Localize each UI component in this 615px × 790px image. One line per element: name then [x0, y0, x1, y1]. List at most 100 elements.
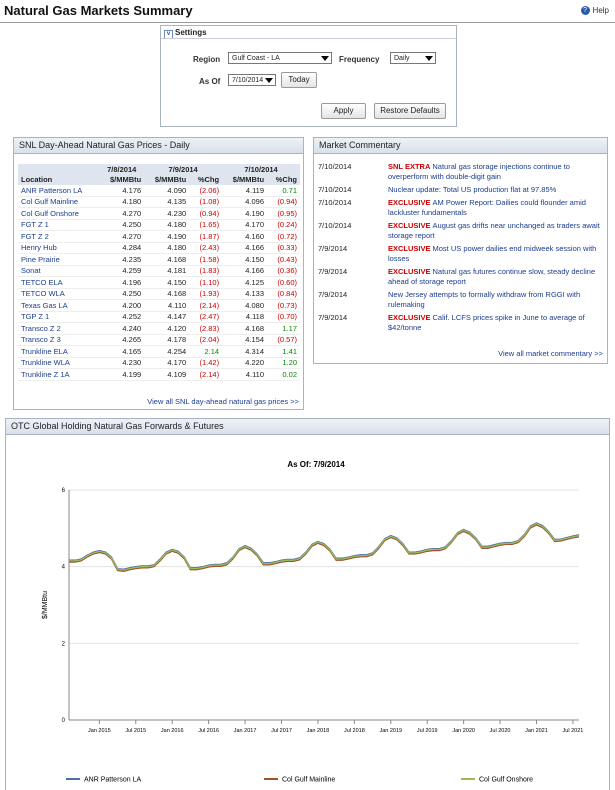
price-cell: (2.06)	[199, 185, 220, 195]
column-header: %Chg	[197, 175, 220, 185]
location[interactable]: Transco Z 3	[21, 335, 61, 345]
location[interactable]: FGT Z 2	[21, 231, 49, 241]
location[interactable]: Col Gulf Mainline	[21, 197, 79, 207]
price-cell: 4.170	[245, 220, 265, 230]
price-row: Trunkline WLA 4.230 4.170 (1.42) 4.220 1.20	[18, 357, 300, 369]
forwards-panel: OTC Global Holding Natural Gas Forwards …	[5, 418, 610, 790]
column-header-row: Location $/MMBtu $/MMBtu %Chg $/MMBtu %Chg	[18, 174, 300, 185]
location[interactable]: TGP Z 1	[21, 312, 50, 322]
commentary-headline[interactable]: EXCLUSIVE Calif. LCFS prices spike in Jun…	[388, 313, 603, 333]
commentary-text: New Jersey attempts to formally withdraw…	[388, 290, 581, 309]
price-cell: 4.199	[122, 369, 142, 379]
commentary-panel: Market Commentary 7/10/2014 SNL EXTRA Natu…	[313, 137, 608, 364]
price-cell: 4.166	[245, 266, 265, 276]
price-cell: 4.147	[167, 312, 187, 322]
x-tick-label: Jul 2019	[417, 728, 438, 734]
x-tick-label: Jan 2018	[307, 728, 330, 734]
commentary-headline[interactable]: EXCLUSIVE Most US power dailies end midwe…	[388, 244, 603, 264]
location[interactable]: Col Gulf Onshore	[21, 208, 79, 218]
price-cell: 4.109	[167, 369, 187, 379]
price-cell: 4.166	[245, 243, 265, 253]
commentary-date: 7/10/2014	[318, 221, 352, 230]
commentary-text: Most US power dailies end midweek sessio…	[388, 244, 597, 263]
commentary-list: 7/10/2014 SNL EXTRA Natural gas storage in…	[318, 162, 603, 336]
location[interactable]: Texas Gas LA	[21, 300, 68, 310]
commentary-item: 7/10/2014 EXCLUSIVE AM Power Report: Daili…	[318, 198, 603, 218]
x-tick-label: Jul 2016	[198, 728, 219, 734]
commentary-date: 7/9/2014	[318, 244, 348, 253]
location[interactable]: Trunkline WLA	[21, 358, 70, 368]
help-icon: ?	[580, 6, 590, 16]
location[interactable]: TETCO ELA	[21, 277, 63, 287]
price-cell: (2.47)	[199, 312, 220, 322]
as-of-input[interactable]: 7/10/2014	[228, 74, 276, 86]
y-tick-label: 2	[62, 641, 66, 647]
as-of-label: As Of	[199, 77, 221, 86]
location[interactable]: Pine Prairie	[21, 254, 60, 264]
location[interactable]: ANR Patterson LA	[21, 185, 83, 195]
location[interactable]: Henry Hub	[21, 243, 57, 253]
region-value: Gulf Coast - LA	[232, 55, 280, 62]
prices-link[interactable]: View all SNL day-ahead natural gas price…	[147, 397, 299, 406]
price-cell: 4.135	[167, 197, 187, 207]
location[interactable]: Trunkline Z 1A	[21, 369, 70, 379]
price-cell: 4.180	[167, 243, 187, 253]
date-header: 7/9/2014	[168, 164, 198, 174]
price-cell: 4.170	[167, 358, 187, 368]
commentary-headline[interactable]: New Jersey attempts to formally withdraw…	[388, 290, 603, 310]
commentary-headline[interactable]: Nuclear update: Total US production flat…	[388, 185, 603, 195]
price-cell: 4.165	[122, 346, 142, 356]
price-cell: 4.270	[122, 208, 142, 218]
price-cell: 4.168	[167, 289, 187, 299]
location[interactable]: TETCO WLA	[21, 289, 65, 299]
commentary-link[interactable]: View all market commentary >>	[498, 349, 603, 358]
commentary-headline[interactable]: SNL EXTRA Natural gas storage injections …	[388, 162, 603, 182]
date-header-row: 7/8/2014 7/9/2014 7/10/2014	[18, 164, 300, 175]
today-button[interactable]: Today	[281, 72, 317, 88]
date-header: 7/8/2014	[107, 164, 137, 174]
x-tick-label: Jan 2016	[161, 728, 184, 734]
commentary-headline[interactable]: EXCLUSIVE August gas drifts near unchange…	[388, 221, 603, 241]
y-tick-label: 4	[62, 565, 66, 571]
price-cell: 4.118	[245, 312, 265, 322]
frequency-select[interactable]: Daily	[390, 52, 436, 64]
location[interactable]: FGT Z 1	[21, 220, 49, 230]
y-tick-label: 6	[62, 488, 66, 494]
price-row: Col Gulf Mainline 4.180 4.135 (1.08) 4.096 (0…	[18, 196, 300, 208]
forwards-title: OTC Global Holding Natural Gas Forwards …	[6, 419, 609, 435]
price-cell: 4.190	[167, 231, 187, 241]
x-tick-label: Jul 2017	[271, 728, 292, 734]
price-row: Texas Gas LA 4.200 4.110 (2.14) 4.080 (0.73)	[18, 300, 300, 311]
commentary-headline[interactable]: EXCLUSIVE Natural gas futures continue sl…	[388, 267, 603, 287]
commentary-text: August gas drifts near unchanged as trad…	[388, 221, 600, 240]
column-header: Location	[21, 175, 53, 185]
x-tick-label: Jul 2018	[344, 728, 365, 734]
price-cell: 4.080	[245, 300, 265, 310]
location[interactable]: Trunkline ELA	[21, 346, 68, 356]
help-label[interactable]: Help	[592, 6, 609, 15]
price-cell: 0.71	[282, 185, 297, 195]
price-cell: 4.284	[122, 243, 142, 253]
price-cell: (1.58)	[199, 254, 220, 264]
location[interactable]: Sonat	[21, 266, 41, 276]
price-cell: (0.33)	[277, 243, 297, 253]
commentary-headline[interactable]: EXCLUSIVE AM Power Report: Dailies could …	[388, 198, 603, 218]
price-cell: 4.235	[122, 254, 142, 264]
frequency-value: Daily	[394, 55, 410, 62]
date-header: 7/10/2014	[244, 164, 278, 174]
price-row: FGT Z 2 4.270 4.190 (1.87) 4.160 (0.72)	[18, 231, 300, 242]
x-tick-label: Jul 2015	[125, 728, 146, 734]
location[interactable]: Transco Z 2	[21, 323, 61, 333]
commentary-date: 7/10/2014	[318, 198, 352, 207]
price-cell: (0.57)	[277, 335, 297, 345]
series-line	[69, 522, 580, 571]
apply-button[interactable]: Apply	[321, 103, 366, 119]
price-row: Sonat 4.259 4.181 (1.83) 4.166 (0.36)	[18, 265, 300, 277]
help[interactable]: ? Help	[580, 6, 609, 16]
region-select[interactable]: Gulf Coast - LA	[228, 52, 332, 64]
price-cell: 1.17	[282, 323, 297, 333]
price-row: Col Gulf Onshore 4.270 4.230 (0.94) 4.190 (0.…	[18, 208, 300, 219]
restore-defaults-button[interactable]: Restore Defaults	[374, 103, 446, 119]
price-cell: 4.254	[167, 346, 187, 356]
